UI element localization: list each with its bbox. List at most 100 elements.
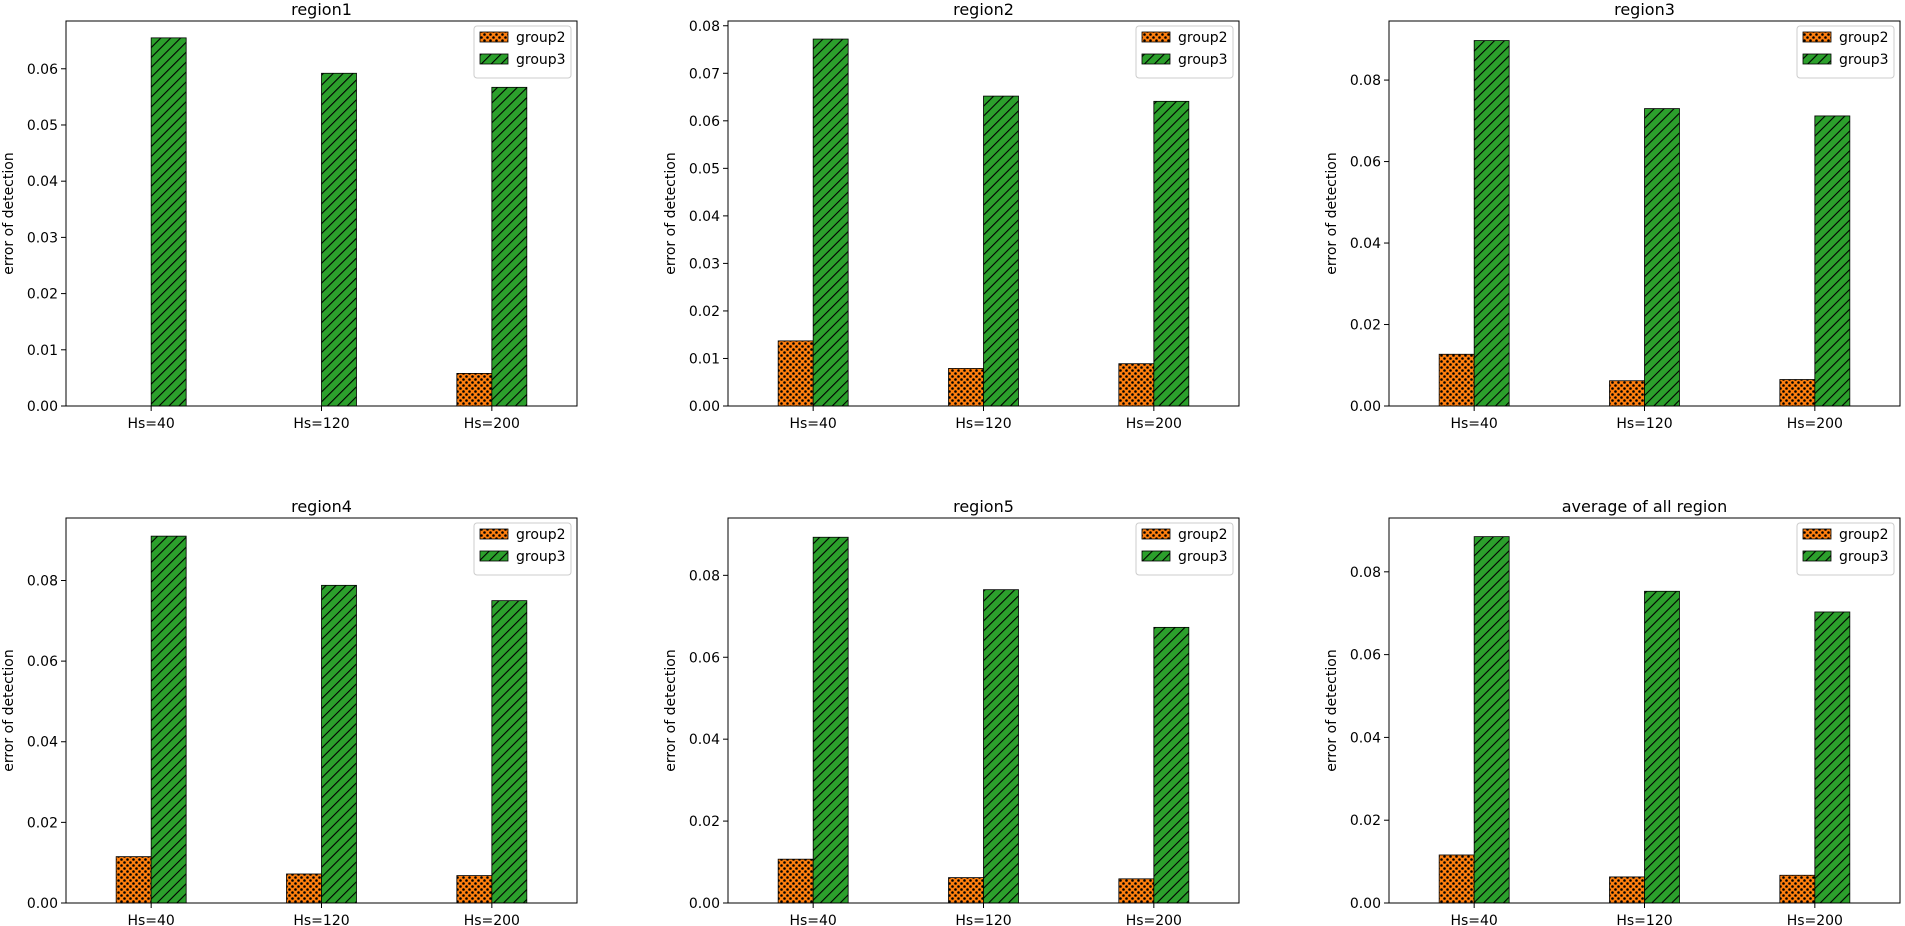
bar-group3 — [1153, 100, 1190, 407]
bar-group2 — [777, 340, 814, 407]
bar-group3 — [812, 38, 849, 407]
legend-label-group2: group2 — [1839, 30, 1889, 46]
y-tick-label: 0.00 — [689, 399, 720, 415]
y-tick-label: 0.01 — [27, 343, 58, 359]
legend-label-group2: group2 — [1178, 527, 1228, 543]
legend-label-group3: group3 — [1839, 52, 1889, 68]
legend-label-group3: group3 — [1178, 549, 1228, 565]
bar-group3 — [983, 95, 1019, 407]
y-tick-label: 0.08 — [1350, 565, 1381, 581]
x-tick-label: Hs=120 — [293, 416, 349, 432]
y-tick-label: 0.08 — [1350, 73, 1381, 89]
chart-1: region1 error of detection 0.00 0.01 0.02 0.0… — [1, 0, 578, 432]
y-axis-label: error of detection — [663, 649, 679, 771]
bar-group3 — [1644, 108, 1680, 407]
legend-swatch-group3 — [479, 550, 509, 562]
x-tick-label: Hs=120 — [955, 416, 1011, 432]
y-axis-label: error of detection — [1324, 152, 1340, 274]
legend-label-group2: group2 — [516, 30, 566, 46]
legend-swatch-group3 — [1802, 550, 1832, 562]
bar-group2 — [948, 368, 984, 407]
legend-label-group2: group2 — [516, 527, 566, 543]
x-tick-label: Hs=200 — [1787, 416, 1843, 432]
y-tick-label: 0.05 — [27, 118, 58, 134]
y-tick-label: 0.00 — [27, 399, 58, 415]
bar-group2 — [1438, 854, 1475, 904]
chart-title: region2 — [953, 0, 1014, 19]
chart-title: average of all region — [1562, 497, 1727, 516]
bar-group2 — [948, 877, 984, 904]
y-tick-label: 0.02 — [1350, 813, 1381, 829]
y-tick-label: 0.04 — [1350, 730, 1381, 746]
y-tick-label: 0.06 — [27, 654, 58, 670]
legend-label-group3: group3 — [1178, 52, 1228, 68]
legend-swatch-group3 — [1802, 53, 1832, 65]
axes-frame — [727, 517, 1240, 904]
legend-swatch-group2 — [1141, 528, 1171, 540]
legend-label-group3: group3 — [516, 52, 566, 68]
chart-6: average of all region error of detection 0… — [1324, 497, 1901, 926]
axes-frame — [1388, 20, 1901, 407]
legend: group2 group3 — [1796, 25, 1895, 79]
y-tick-label: 0.06 — [1350, 648, 1381, 664]
bar-group2 — [456, 875, 493, 904]
bar-group3 — [983, 589, 1019, 904]
bar-group2 — [1779, 379, 1816, 407]
x-tick-label: Hs=40 — [789, 416, 836, 432]
bar-group3 — [1814, 611, 1851, 904]
bar-group3 — [1153, 626, 1190, 904]
bar-group2 — [1609, 876, 1645, 904]
x-tick-label: Hs=200 — [1126, 416, 1182, 432]
legend-label-group2: group2 — [1178, 30, 1228, 46]
legend-label-group3: group3 — [1839, 549, 1889, 565]
x-tick-label: Hs=120 — [293, 913, 349, 926]
x-tick-label: Hs=200 — [464, 913, 520, 926]
x-tick-label: Hs=40 — [789, 913, 836, 926]
bar-group2 — [1118, 363, 1155, 407]
axes-frame — [65, 517, 578, 904]
legend-swatch-group2 — [1141, 31, 1171, 43]
axes-frame — [1388, 517, 1901, 904]
x-tick-label: Hs=200 — [1787, 913, 1843, 926]
y-tick-label: 0.02 — [1350, 318, 1381, 334]
legend-label-group2: group2 — [1839, 527, 1889, 543]
y-tick-label: 0.04 — [27, 174, 58, 190]
legend: group2 group3 — [1135, 25, 1234, 79]
bar-group2 — [777, 858, 814, 904]
axes-frame — [727, 20, 1240, 407]
bar-group3 — [150, 535, 187, 904]
legend-swatch-group2 — [1802, 31, 1832, 43]
axes-frame — [65, 20, 578, 407]
y-tick-label: 0.02 — [27, 287, 58, 303]
x-tick-label: Hs=200 — [464, 416, 520, 432]
y-tick-label: 0.00 — [1350, 399, 1381, 415]
bar-group3 — [1473, 40, 1510, 407]
y-tick-label: 0.00 — [1350, 896, 1381, 912]
y-tick-label: 0.08 — [27, 573, 58, 589]
legend-swatch-group2 — [479, 31, 509, 43]
x-tick-label: Hs=40 — [127, 913, 174, 926]
y-tick-label: 0.00 — [27, 896, 58, 912]
bar-group3 — [321, 72, 357, 407]
bar-group2 — [286, 873, 322, 904]
y-axis-label: error of detection — [1, 152, 17, 274]
x-tick-label: Hs=120 — [1616, 913, 1672, 926]
y-tick-label: 0.02 — [27, 815, 58, 831]
bar-group2 — [115, 856, 152, 904]
bar-group3 — [491, 600, 528, 904]
y-axis-label: error of detection — [1324, 649, 1340, 771]
x-tick-label: Hs=120 — [1616, 416, 1672, 432]
legend-swatch-group2 — [479, 528, 509, 540]
legend-swatch-group2 — [1802, 528, 1832, 540]
chart-4: region4 error of detection 0.00 0.02 0.04 0.0… — [1, 497, 578, 926]
chart-title: region4 — [291, 497, 352, 516]
chart-2: region2 error of detection 0.00 0.01 0.02 0.0… — [663, 0, 1240, 432]
y-tick-label: 0.04 — [689, 732, 720, 748]
y-tick-label: 0.08 — [689, 19, 720, 35]
bar-group3 — [1644, 590, 1680, 904]
y-axis-label: error of detection — [663, 152, 679, 274]
y-tick-label: 0.06 — [689, 114, 720, 130]
y-tick-label: 0.07 — [689, 66, 720, 82]
y-tick-label: 0.05 — [689, 161, 720, 177]
